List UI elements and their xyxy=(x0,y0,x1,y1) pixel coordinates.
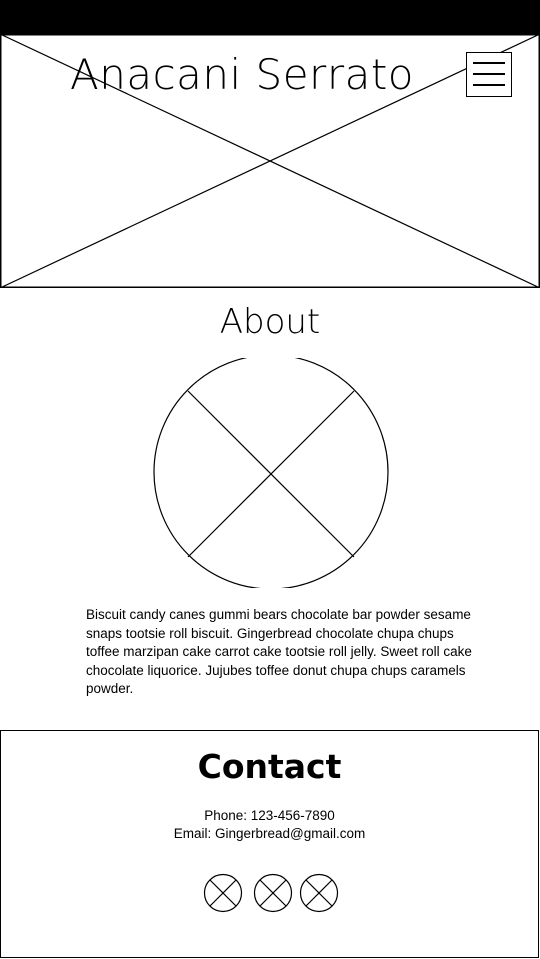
about-text: Biscuit candy canes gummi bears chocolat… xyxy=(86,607,472,696)
hero-header: Anacani Serrato xyxy=(0,34,540,288)
contact-phone: Phone: 123-456-7890 xyxy=(204,808,335,823)
status-bar xyxy=(0,0,540,34)
social-icon-3[interactable] xyxy=(299,873,339,913)
hamburger-menu-icon xyxy=(473,84,505,86)
site-title: Anacani Serrato xyxy=(70,50,414,99)
social-icon-2[interactable] xyxy=(253,873,293,913)
hamburger-menu-icon xyxy=(473,62,505,64)
contact-section: Contact Phone: 123-456-7890 Email: Ginge… xyxy=(0,730,539,958)
hamburger-menu-icon xyxy=(473,73,505,75)
menu-button[interactable] xyxy=(466,52,512,97)
hero-image-placeholder xyxy=(0,34,540,288)
contact-email[interactable]: Email: Gingerbread@gmail.com xyxy=(173,826,366,841)
about-title: About xyxy=(219,302,321,342)
about-image-placeholder xyxy=(153,358,389,588)
social-icon-1[interactable] xyxy=(203,873,243,913)
contact-title: Contact xyxy=(197,747,342,786)
